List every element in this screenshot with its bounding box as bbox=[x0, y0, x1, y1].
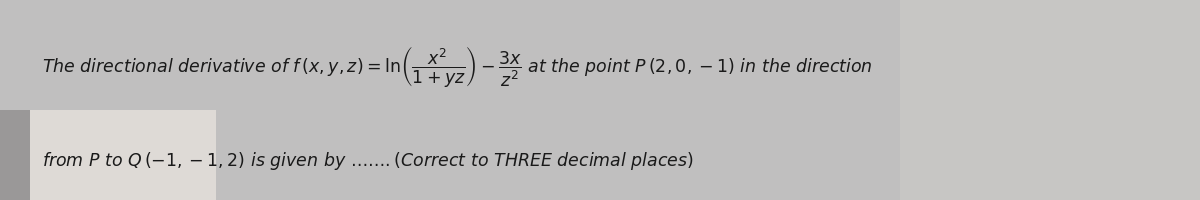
Bar bbox=[0, 110, 30, 200]
Bar bbox=[30, 110, 216, 200]
Bar bbox=[900, 0, 1200, 200]
Text: $\mathit{The\ directional\ derivative\ of}\ f\,(x,y,z) = \ln\!\left(\dfrac{x^2}{: $\mathit{The\ directional\ derivative\ o… bbox=[42, 44, 872, 88]
Text: $\mathit{from}\ P\ \mathit{to}\ Q\,(-1,-1,2)\ \mathit{is\ given\ by}\ \mathit{\l: $\mathit{from}\ P\ \mathit{to}\ Q\,(-1,-… bbox=[42, 149, 694, 171]
